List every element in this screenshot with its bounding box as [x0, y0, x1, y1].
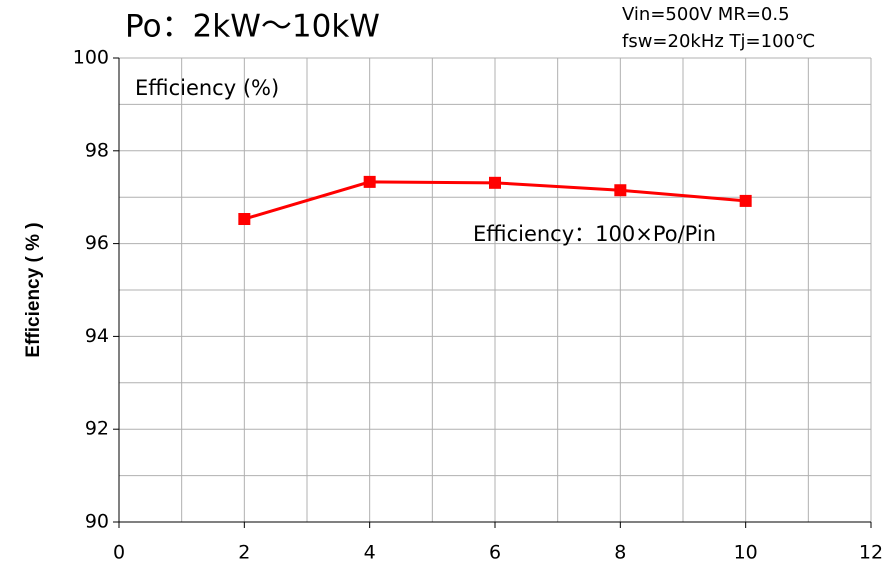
- x-tick-label: 4: [364, 542, 376, 564]
- x-tick-label: 10: [734, 542, 758, 564]
- marker: [489, 176, 501, 189]
- annotation: Efficiency：100×Po/Pin: [473, 222, 716, 246]
- marker: [363, 175, 376, 188]
- y-tick-label: 100: [73, 47, 109, 69]
- marker: [614, 184, 627, 197]
- y-tick-label: 98: [85, 139, 109, 161]
- x-tick-label: 0: [113, 542, 125, 564]
- x-tick-label: 6: [489, 542, 501, 564]
- x-tick-label: 12: [859, 542, 883, 564]
- y-tick-label: 96: [85, 232, 109, 254]
- marker: [238, 213, 251, 226]
- annotation: Efficiency (%): [135, 76, 279, 100]
- subtitle: Vin=500V MR=0.5: [622, 4, 790, 25]
- marker: [739, 194, 752, 207]
- x-tick-label: 2: [238, 542, 250, 564]
- subtitle: fsw=20kHz Tj=100℃: [622, 31, 815, 52]
- y-axis-label: Efficiency ( % ): [23, 222, 44, 357]
- y-tick-label: 92: [85, 418, 109, 440]
- y-tick-label: 90: [85, 511, 109, 533]
- chart-title: Po：2kW～10kW: [125, 9, 380, 45]
- y-tick-label: 94: [85, 325, 109, 347]
- x-tick-label: 8: [614, 542, 626, 564]
